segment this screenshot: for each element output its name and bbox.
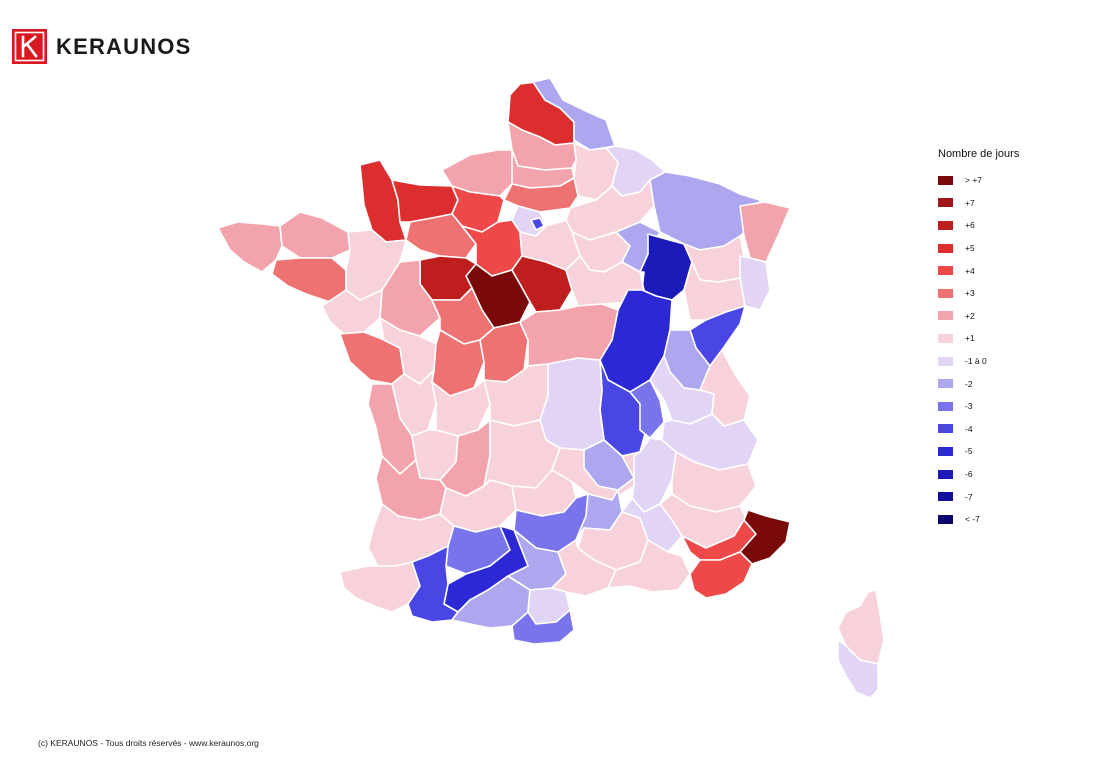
dept-manche xyxy=(359,159,407,243)
dept-alpes-maritimes xyxy=(739,509,791,565)
legend-item: -4 xyxy=(938,418,1019,441)
legend-swatch xyxy=(938,220,953,230)
legend-swatch xyxy=(938,514,953,524)
legend-swatch xyxy=(938,492,953,502)
legend-item: +7 xyxy=(938,192,1019,215)
legend-label: -1 à 0 xyxy=(965,356,987,367)
legend-item: -1 à 0 xyxy=(938,350,1019,373)
map-legend: Nombre de jours > +7 +7 +6 +5 +4 +3 +2 +1 -1 à 0… xyxy=(938,148,1019,531)
legend-swatch xyxy=(938,401,953,411)
dept-var xyxy=(689,551,753,599)
legend-label: +4 xyxy=(965,265,975,276)
dept-vienne xyxy=(431,379,491,437)
legend-item: -6 xyxy=(938,463,1019,486)
brand-header: KERAUNOS xyxy=(12,29,192,64)
dept-paris-inner xyxy=(530,217,545,231)
legend-item: +2 xyxy=(938,305,1019,328)
legend-item: -5 xyxy=(938,440,1019,463)
dept-puy-de-dome xyxy=(539,357,605,451)
legend-item: -3 xyxy=(938,395,1019,418)
dept-oise xyxy=(503,177,579,213)
dept-ardeche xyxy=(583,439,635,491)
legend-swatch xyxy=(938,175,953,185)
legend-label: -7 xyxy=(965,491,973,502)
dept-cotes-d-armor xyxy=(279,211,351,259)
legend-swatch xyxy=(938,333,953,343)
dept-pyrenees-orientales-ariege xyxy=(511,609,575,645)
dept-haute-savoie xyxy=(699,349,751,427)
legend-label: -5 xyxy=(965,446,973,457)
legend-label: -6 xyxy=(965,469,973,480)
brand-name: KERAUNOS xyxy=(56,33,192,59)
legend-item: +6 xyxy=(938,214,1019,237)
legend-item: -7 xyxy=(938,485,1019,508)
legend-label: +3 xyxy=(965,288,975,299)
dept-corse-du-sud xyxy=(837,639,879,699)
legend-label: +6 xyxy=(965,220,975,231)
legend-label: -2 xyxy=(965,378,973,389)
legend-items: > +7 +7 +6 +5 +4 +3 +2 +1 -1 à 0 -2 -3 -4 -5 -6 -7 < -7 xyxy=(938,169,1019,531)
copyright-footer: (c) KERAUNOS - Tous droits réservés - ww… xyxy=(38,738,259,748)
legend-swatch xyxy=(938,311,953,321)
legend-swatch xyxy=(938,288,953,298)
legend-item: -2 xyxy=(938,372,1019,395)
dept-morbihan xyxy=(271,257,347,303)
dept-finistere xyxy=(217,221,283,273)
keraunos-logo-icon xyxy=(12,29,47,64)
legend-swatch xyxy=(938,266,953,276)
legend-label: +1 xyxy=(965,333,975,344)
legend-label: < -7 xyxy=(965,514,980,525)
dept-yonne xyxy=(565,255,645,307)
legend-swatch xyxy=(938,469,953,479)
legend-label: +7 xyxy=(965,197,975,208)
legend-label: -3 xyxy=(965,401,973,412)
legend-label: +5 xyxy=(965,243,975,254)
legend-item: +3 xyxy=(938,282,1019,305)
legend-label: +2 xyxy=(965,310,975,321)
dept-loiret xyxy=(511,255,573,313)
legend-swatch xyxy=(938,356,953,366)
legend-swatch xyxy=(938,424,953,434)
legend-label: -4 xyxy=(965,423,973,434)
legend-item: +4 xyxy=(938,259,1019,282)
legend-item: > +7 xyxy=(938,169,1019,192)
legend-title: Nombre de jours xyxy=(938,148,1020,160)
legend-swatch xyxy=(938,379,953,389)
legend-swatch xyxy=(938,446,953,456)
dept-alsace xyxy=(739,201,791,263)
legend-item: < -7 xyxy=(938,508,1019,531)
legend-item: +1 xyxy=(938,327,1019,350)
legend-swatch xyxy=(938,243,953,253)
legend-swatch xyxy=(938,198,953,208)
legend-item: +5 xyxy=(938,237,1019,260)
legend-label: > +7 xyxy=(965,175,983,186)
departments-layer xyxy=(217,77,885,699)
